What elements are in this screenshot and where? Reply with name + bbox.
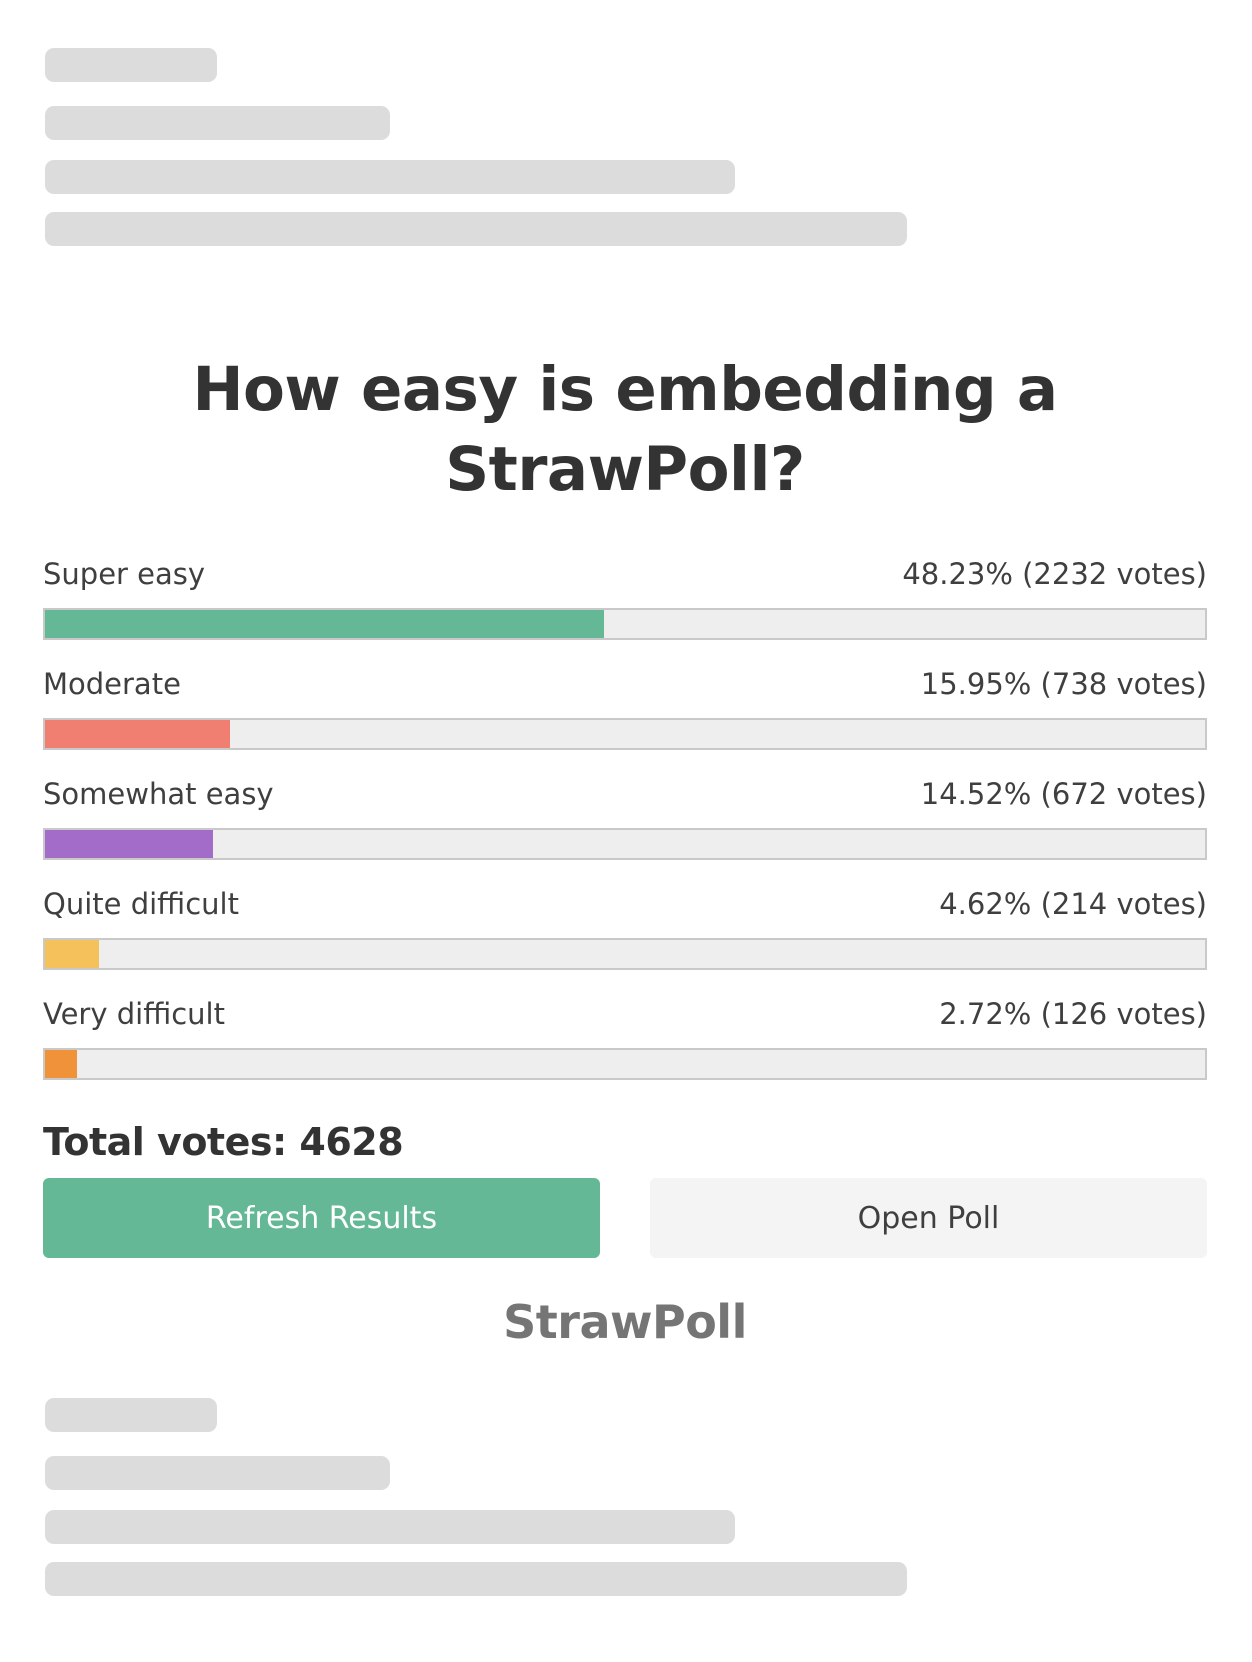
option-bar-fill — [45, 610, 605, 638]
option-result: 4.62% (214 votes) — [939, 887, 1207, 921]
poll-option: Somewhat easy 14.52% (672 votes) — [43, 772, 1207, 882]
skeleton-line — [45, 1456, 390, 1490]
skeleton-line — [45, 1510, 735, 1544]
option-bar-fill — [45, 1050, 77, 1078]
poll-option: Moderate 15.95% (738 votes) — [43, 662, 1207, 772]
skeleton-line — [45, 160, 735, 194]
poll-embed: How easy is embedding a StrawPoll? Super… — [43, 350, 1207, 1349]
skeleton-line — [45, 212, 907, 246]
strawpoll-logo[interactable]: StrawPoll — [503, 1295, 747, 1349]
option-bar-track — [43, 1048, 1207, 1080]
option-bar-track — [43, 718, 1207, 750]
option-label: Moderate — [43, 667, 181, 701]
poll-actions: Refresh Results Open Poll — [43, 1178, 1207, 1258]
option-result: 15.95% (738 votes) — [920, 667, 1207, 701]
poll-options: Super easy 48.23% (2232 votes) Moderate … — [43, 552, 1207, 1102]
poll-option: Very difficult 2.72% (126 votes) — [43, 992, 1207, 1102]
poll-option: Quite difficult 4.62% (214 votes) — [43, 882, 1207, 992]
skeleton-line — [45, 1562, 907, 1596]
poll-question: How easy is embedding a StrawPoll? — [192, 354, 1058, 505]
option-bar-fill — [45, 720, 231, 748]
option-bar-track — [43, 608, 1207, 640]
option-label: Very difficult — [43, 997, 225, 1031]
option-bar-fill — [45, 940, 99, 968]
option-result: 48.23% (2232 votes) — [902, 557, 1207, 591]
skeleton-line — [45, 1398, 217, 1432]
option-label: Somewhat easy — [43, 777, 274, 811]
total-votes: Total votes: 4628 — [43, 1120, 404, 1164]
poll-option: Super easy 48.23% (2232 votes) — [43, 552, 1207, 662]
option-result: 2.72% (126 votes) — [939, 997, 1207, 1031]
refresh-results-button[interactable]: Refresh Results — [43, 1178, 600, 1258]
option-label: Super easy — [43, 557, 206, 591]
option-bar-track — [43, 828, 1207, 860]
option-result: 14.52% (672 votes) — [920, 777, 1207, 811]
skeleton-line — [45, 48, 217, 82]
open-poll-button[interactable]: Open Poll — [650, 1178, 1207, 1258]
option-label: Quite difficult — [43, 887, 239, 921]
skeleton-line — [45, 106, 390, 140]
option-bar-track — [43, 938, 1207, 970]
option-bar-fill — [45, 830, 214, 858]
